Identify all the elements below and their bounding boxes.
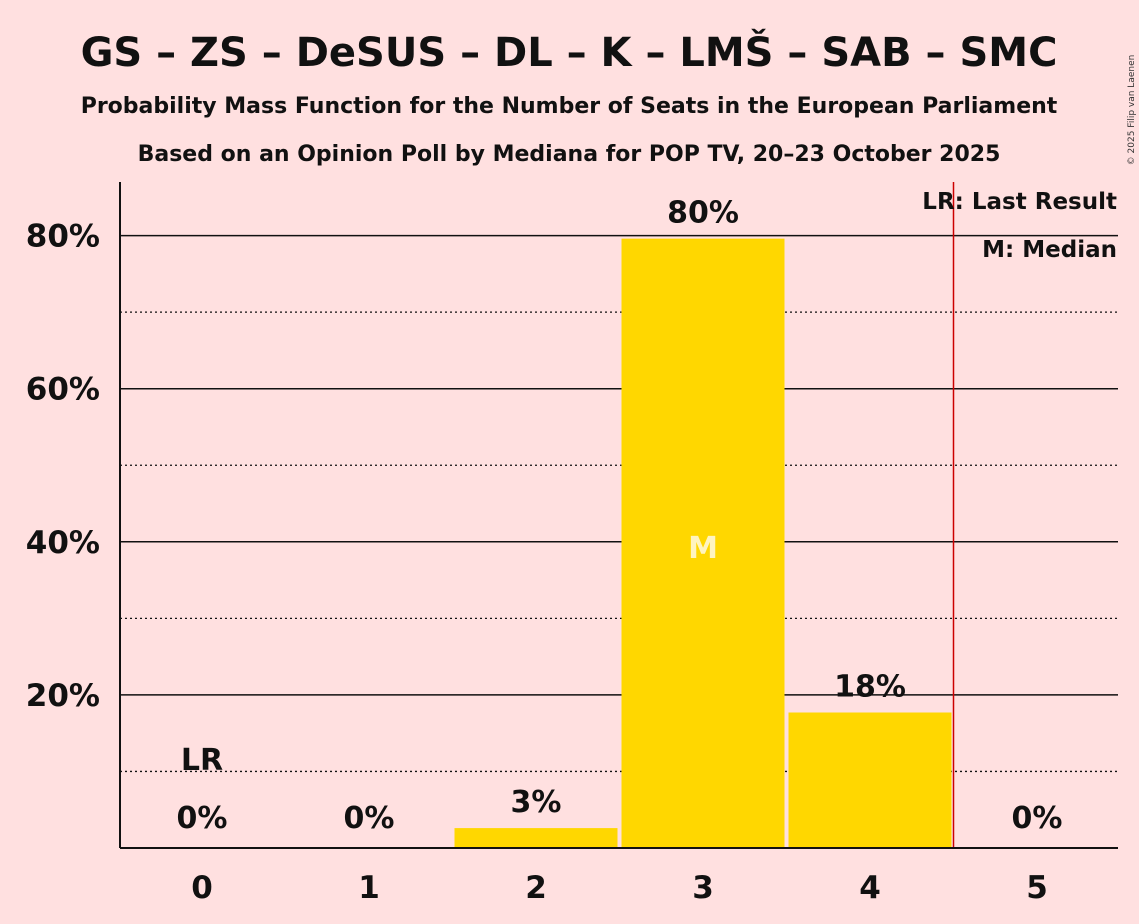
x-tick-label-5: 5 (1026, 870, 1048, 906)
value-label-1: 0% (344, 801, 395, 836)
y-tick-label-2: 60% (26, 372, 100, 408)
grid-layer (120, 234, 1118, 773)
median-marker: M (688, 531, 718, 566)
x-tick-label-2: 2 (525, 870, 547, 906)
legend-median: M: Median (982, 237, 1117, 263)
x-tick-label-1: 1 (358, 870, 380, 906)
chart-title: GS – ZS – DeSUS – DL – K – LMŠ – SAB – S… (81, 28, 1058, 76)
bar-2 (454, 828, 618, 848)
x-tick-label-0: 0 (191, 870, 213, 906)
value-label-2: 3% (511, 785, 562, 820)
axis-layer: 20% 40% 60% 80% 0 1 2 3 4 5 (26, 182, 1118, 906)
bar-layer (454, 238, 952, 849)
value-label-4: 18% (834, 670, 906, 705)
bar-3 (621, 238, 785, 849)
y-tick-label-3: 80% (26, 219, 100, 255)
chart-subtitle: Probability Mass Function for the Number… (81, 94, 1058, 119)
last-result-marker: LR (181, 743, 223, 778)
x-tick-label-3: 3 (692, 870, 714, 906)
value-label-5: 0% (1012, 801, 1063, 836)
legend-last-result: LR: Last Result (922, 189, 1117, 215)
x-tick-label-4: 4 (859, 870, 881, 906)
bar-4 (788, 712, 952, 848)
copyright-text: © 2025 Filip van Laenen (1127, 55, 1137, 166)
y-tick-label-1: 40% (26, 525, 100, 561)
value-label-3: 80% (667, 196, 739, 231)
chart-subtitle-source: Based on an Opinion Poll by Mediana for … (138, 142, 1001, 167)
value-label-0: 0% (177, 801, 228, 836)
y-tick-label-0: 20% (26, 678, 100, 714)
label-layer: 0% 0% 3% 80% 18% 0% M LR (177, 196, 1063, 836)
